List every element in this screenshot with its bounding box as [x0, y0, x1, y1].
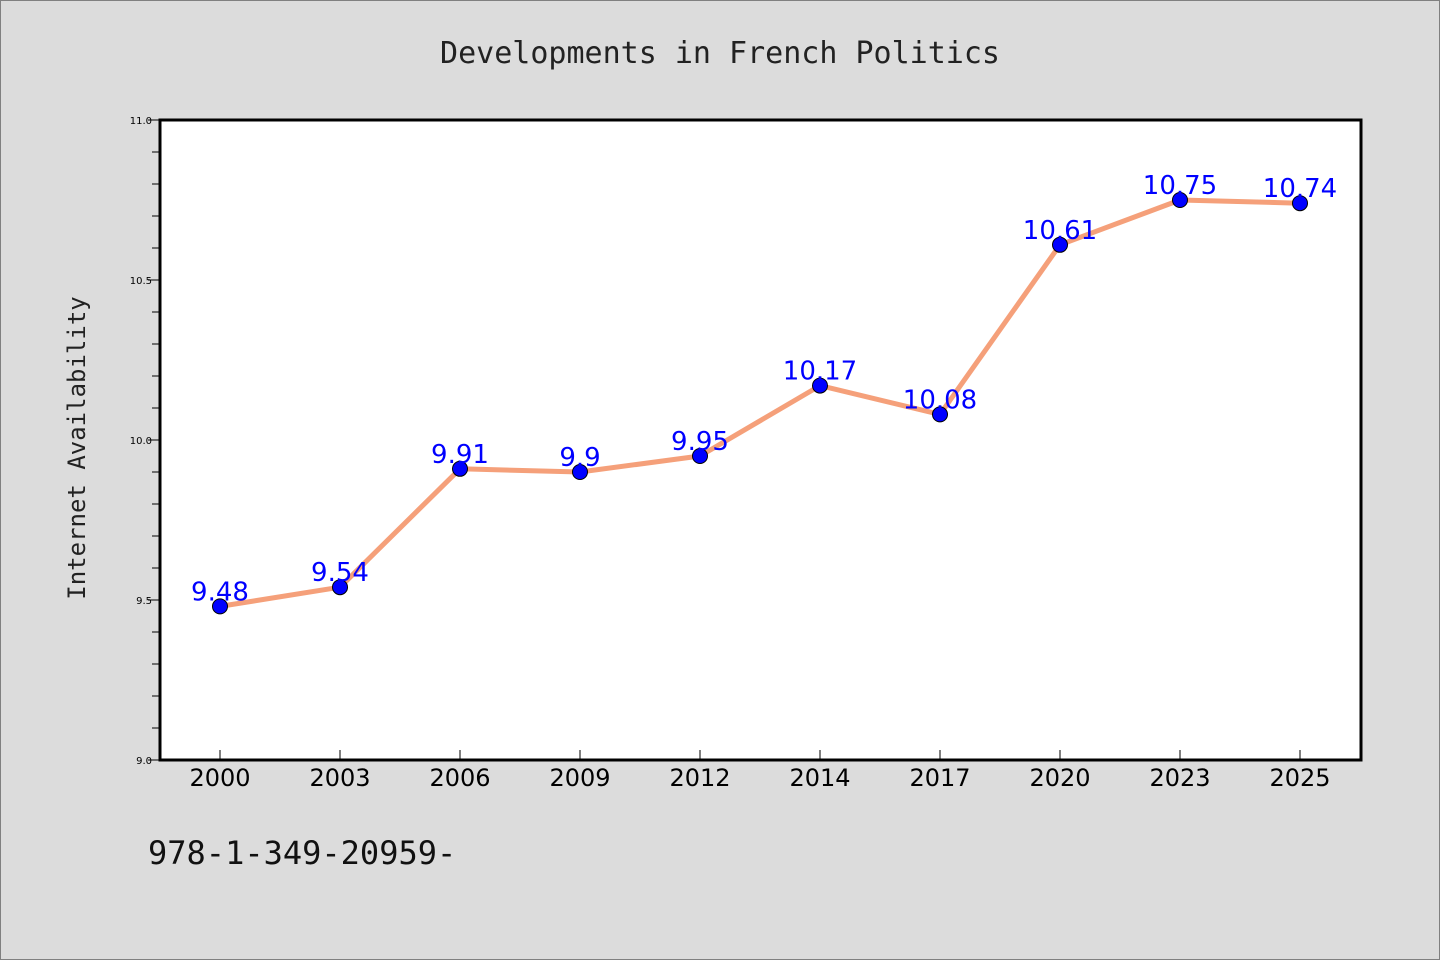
x-tick-label: 2003	[309, 764, 370, 792]
x-tick-label: 2006	[429, 764, 490, 792]
data-point	[932, 406, 948, 423]
y-axis-ticks: 9.0 9.5 10.0 10.5 11.0	[130, 116, 160, 767]
x-tick-label: 2023	[1149, 764, 1210, 792]
footnote-text: 978-1-349-20959-	[148, 834, 456, 872]
data-label: 9.95	[671, 427, 729, 457]
data-point	[812, 377, 828, 394]
x-tick-label: 2020	[1029, 764, 1090, 792]
x-tick-label: 2000	[189, 764, 250, 792]
data-point	[1052, 236, 1068, 253]
data-label: 9.91	[431, 440, 489, 470]
data-label: 10.61	[1023, 216, 1097, 246]
data-point	[332, 579, 348, 596]
x-tick-label: 2017	[909, 764, 970, 792]
x-tick-label: 2025	[1269, 764, 1330, 792]
y-tick-label: 11.0	[130, 116, 152, 127]
data-point	[212, 598, 228, 615]
series-line	[217, 197, 1303, 609]
x-axis-ticks: 2000 2003 2006 2009 2012 2014 2017 2020 2023 2025	[189, 750, 1331, 792]
y-tick-label: 9.5	[136, 596, 152, 607]
data-label: 10.08	[903, 385, 977, 415]
data-label: 10.75	[1143, 171, 1217, 201]
series-group	[212, 192, 1308, 615]
data-point	[1172, 192, 1188, 208]
plot-area	[158, 118, 1363, 762]
data-point	[1292, 195, 1308, 212]
x-tick-label: 2012	[669, 764, 730, 792]
x-tick-label: 2009	[549, 764, 610, 792]
data-label: 9.9	[559, 443, 600, 473]
data-label: 9.54	[311, 558, 369, 588]
data-point	[572, 464, 588, 480]
y-tick-label: 9.0	[136, 756, 152, 767]
data-point	[692, 448, 708, 464]
y-tick-label: 10.0	[130, 436, 152, 447]
data-label: 10.17	[783, 357, 857, 387]
y-axis-label: Internet Availability	[63, 296, 91, 599]
y-tick-label: 10.5	[130, 276, 152, 287]
x-tick-label: 2014	[789, 764, 850, 792]
data-label: 9.48	[191, 577, 249, 607]
data-labels-group: 9.48 9.54 9.91 9.9 9.95 10.17 10.08 10.61 10.75 1…	[191, 171, 1337, 607]
chart-title: Developments in French Politics	[440, 36, 1000, 71]
data-point	[452, 460, 468, 477]
data-label: 10.74	[1263, 174, 1337, 204]
